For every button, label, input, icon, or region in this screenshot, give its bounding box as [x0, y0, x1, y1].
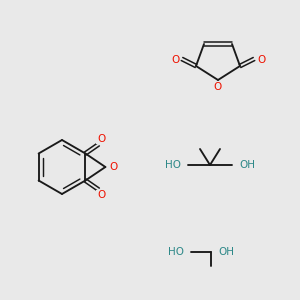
- Text: O: O: [257, 55, 265, 65]
- Text: O: O: [97, 134, 106, 143]
- Text: HO: HO: [165, 160, 181, 170]
- Text: O: O: [171, 55, 179, 65]
- Text: O: O: [109, 162, 118, 172]
- Text: O: O: [97, 190, 106, 200]
- Text: HO: HO: [168, 247, 184, 257]
- Text: OH: OH: [239, 160, 255, 170]
- Text: OH: OH: [218, 247, 234, 257]
- Text: O: O: [214, 82, 222, 92]
